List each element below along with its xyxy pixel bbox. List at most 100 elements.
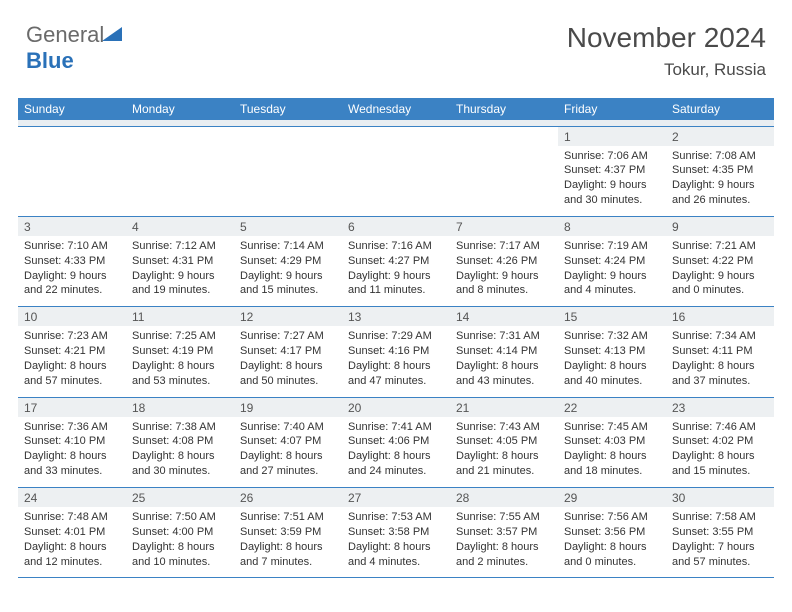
calendar-week-row: 24Sunrise: 7:48 AMSunset: 4:01 PMDayligh… bbox=[18, 488, 774, 578]
calendar-table: Sunday Monday Tuesday Wednesday Thursday… bbox=[18, 98, 774, 578]
calendar-cell: 21Sunrise: 7:43 AMSunset: 4:05 PMDayligh… bbox=[450, 397, 558, 487]
day-info: Sunrise: 7:31 AMSunset: 4:14 PMDaylight:… bbox=[450, 326, 558, 396]
day-info: Sunrise: 7:17 AMSunset: 4:26 PMDaylight:… bbox=[450, 236, 558, 306]
day-info: Sunrise: 7:25 AMSunset: 4:19 PMDaylight:… bbox=[126, 326, 234, 396]
day-info: Sunrise: 7:55 AMSunset: 3:57 PMDaylight:… bbox=[450, 507, 558, 577]
calendar-cell: 11Sunrise: 7:25 AMSunset: 4:19 PMDayligh… bbox=[126, 307, 234, 397]
day-number: 9 bbox=[666, 217, 774, 236]
brand-logo: General Blue bbox=[26, 22, 122, 74]
weekday-header: Sunday bbox=[18, 98, 126, 120]
day-number: 20 bbox=[342, 398, 450, 417]
day-number: 25 bbox=[126, 488, 234, 507]
calendar-body: 1Sunrise: 7:06 AMSunset: 4:37 PMDaylight… bbox=[18, 120, 774, 578]
calendar-cell: 27Sunrise: 7:53 AMSunset: 3:58 PMDayligh… bbox=[342, 488, 450, 578]
calendar-cell: 23Sunrise: 7:46 AMSunset: 4:02 PMDayligh… bbox=[666, 397, 774, 487]
day-info: Sunrise: 7:29 AMSunset: 4:16 PMDaylight:… bbox=[342, 326, 450, 396]
page-title: November 2024 bbox=[567, 22, 766, 54]
calendar-cell: 9Sunrise: 7:21 AMSunset: 4:22 PMDaylight… bbox=[666, 216, 774, 306]
calendar-week-row: 1Sunrise: 7:06 AMSunset: 4:37 PMDaylight… bbox=[18, 126, 774, 216]
calendar-cell: 24Sunrise: 7:48 AMSunset: 4:01 PMDayligh… bbox=[18, 488, 126, 578]
day-info: Sunrise: 7:34 AMSunset: 4:11 PMDaylight:… bbox=[666, 326, 774, 396]
calendar-cell: 25Sunrise: 7:50 AMSunset: 4:00 PMDayligh… bbox=[126, 488, 234, 578]
day-info: Sunrise: 7:56 AMSunset: 3:56 PMDaylight:… bbox=[558, 507, 666, 577]
weekday-header: Tuesday bbox=[234, 98, 342, 120]
day-number: 6 bbox=[342, 217, 450, 236]
day-number: 10 bbox=[18, 307, 126, 326]
calendar-cell: 19Sunrise: 7:40 AMSunset: 4:07 PMDayligh… bbox=[234, 397, 342, 487]
day-info: Sunrise: 7:51 AMSunset: 3:59 PMDaylight:… bbox=[234, 507, 342, 577]
day-info: Sunrise: 7:38 AMSunset: 4:08 PMDaylight:… bbox=[126, 417, 234, 487]
day-info: Sunrise: 7:23 AMSunset: 4:21 PMDaylight:… bbox=[18, 326, 126, 396]
day-number: 19 bbox=[234, 398, 342, 417]
calendar-cell: 26Sunrise: 7:51 AMSunset: 3:59 PMDayligh… bbox=[234, 488, 342, 578]
calendar-cell bbox=[126, 126, 234, 216]
day-number: 13 bbox=[342, 307, 450, 326]
calendar-cell: 4Sunrise: 7:12 AMSunset: 4:31 PMDaylight… bbox=[126, 216, 234, 306]
day-number: 5 bbox=[234, 217, 342, 236]
calendar-cell bbox=[450, 126, 558, 216]
weekday-header: Wednesday bbox=[342, 98, 450, 120]
location-label: Tokur, Russia bbox=[664, 60, 766, 80]
calendar-cell: 14Sunrise: 7:31 AMSunset: 4:14 PMDayligh… bbox=[450, 307, 558, 397]
day-info: Sunrise: 7:27 AMSunset: 4:17 PMDaylight:… bbox=[234, 326, 342, 396]
day-number: 11 bbox=[126, 307, 234, 326]
calendar-cell: 5Sunrise: 7:14 AMSunset: 4:29 PMDaylight… bbox=[234, 216, 342, 306]
calendar-cell: 6Sunrise: 7:16 AMSunset: 4:27 PMDaylight… bbox=[342, 216, 450, 306]
day-info: Sunrise: 7:16 AMSunset: 4:27 PMDaylight:… bbox=[342, 236, 450, 306]
day-number: 3 bbox=[18, 217, 126, 236]
day-info: Sunrise: 7:48 AMSunset: 4:01 PMDaylight:… bbox=[18, 507, 126, 577]
brand-right: Blue bbox=[26, 48, 74, 73]
day-number: 21 bbox=[450, 398, 558, 417]
day-number: 29 bbox=[558, 488, 666, 507]
day-info: Sunrise: 7:50 AMSunset: 4:00 PMDaylight:… bbox=[126, 507, 234, 577]
calendar-cell: 30Sunrise: 7:58 AMSunset: 3:55 PMDayligh… bbox=[666, 488, 774, 578]
day-info: Sunrise: 7:14 AMSunset: 4:29 PMDaylight:… bbox=[234, 236, 342, 306]
calendar-cell: 10Sunrise: 7:23 AMSunset: 4:21 PMDayligh… bbox=[18, 307, 126, 397]
day-number: 15 bbox=[558, 307, 666, 326]
day-info: Sunrise: 7:41 AMSunset: 4:06 PMDaylight:… bbox=[342, 417, 450, 487]
calendar-cell bbox=[342, 126, 450, 216]
day-info: Sunrise: 7:45 AMSunset: 4:03 PMDaylight:… bbox=[558, 417, 666, 487]
calendar-cell: 7Sunrise: 7:17 AMSunset: 4:26 PMDaylight… bbox=[450, 216, 558, 306]
calendar-week-row: 17Sunrise: 7:36 AMSunset: 4:10 PMDayligh… bbox=[18, 397, 774, 487]
day-info: Sunrise: 7:21 AMSunset: 4:22 PMDaylight:… bbox=[666, 236, 774, 306]
calendar-cell: 20Sunrise: 7:41 AMSunset: 4:06 PMDayligh… bbox=[342, 397, 450, 487]
day-info: Sunrise: 7:46 AMSunset: 4:02 PMDaylight:… bbox=[666, 417, 774, 487]
day-info: Sunrise: 7:53 AMSunset: 3:58 PMDaylight:… bbox=[342, 507, 450, 577]
calendar-cell: 1Sunrise: 7:06 AMSunset: 4:37 PMDaylight… bbox=[558, 126, 666, 216]
day-info: Sunrise: 7:32 AMSunset: 4:13 PMDaylight:… bbox=[558, 326, 666, 396]
brand-left: General bbox=[26, 22, 104, 47]
calendar-cell bbox=[18, 126, 126, 216]
weekday-header: Friday bbox=[558, 98, 666, 120]
weekday-header: Thursday bbox=[450, 98, 558, 120]
day-number: 16 bbox=[666, 307, 774, 326]
day-number: 26 bbox=[234, 488, 342, 507]
weekday-header: Saturday bbox=[666, 98, 774, 120]
day-number: 18 bbox=[126, 398, 234, 417]
day-info: Sunrise: 7:10 AMSunset: 4:33 PMDaylight:… bbox=[18, 236, 126, 306]
day-number: 23 bbox=[666, 398, 774, 417]
calendar-cell bbox=[234, 126, 342, 216]
day-number: 1 bbox=[558, 127, 666, 146]
brand-triangle-icon bbox=[102, 25, 122, 43]
day-number: 22 bbox=[558, 398, 666, 417]
calendar-cell: 22Sunrise: 7:45 AMSunset: 4:03 PMDayligh… bbox=[558, 397, 666, 487]
calendar-cell: 17Sunrise: 7:36 AMSunset: 4:10 PMDayligh… bbox=[18, 397, 126, 487]
weekday-header-row: Sunday Monday Tuesday Wednesday Thursday… bbox=[18, 98, 774, 120]
calendar-week-row: 3Sunrise: 7:10 AMSunset: 4:33 PMDaylight… bbox=[18, 216, 774, 306]
day-info: Sunrise: 7:40 AMSunset: 4:07 PMDaylight:… bbox=[234, 417, 342, 487]
day-info: Sunrise: 7:19 AMSunset: 4:24 PMDaylight:… bbox=[558, 236, 666, 306]
day-number: 2 bbox=[666, 127, 774, 146]
day-number: 7 bbox=[450, 217, 558, 236]
calendar-cell: 29Sunrise: 7:56 AMSunset: 3:56 PMDayligh… bbox=[558, 488, 666, 578]
calendar-cell: 16Sunrise: 7:34 AMSunset: 4:11 PMDayligh… bbox=[666, 307, 774, 397]
day-number: 28 bbox=[450, 488, 558, 507]
day-number: 14 bbox=[450, 307, 558, 326]
calendar-cell: 15Sunrise: 7:32 AMSunset: 4:13 PMDayligh… bbox=[558, 307, 666, 397]
day-number: 17 bbox=[18, 398, 126, 417]
day-number: 12 bbox=[234, 307, 342, 326]
day-number: 30 bbox=[666, 488, 774, 507]
day-info: Sunrise: 7:06 AMSunset: 4:37 PMDaylight:… bbox=[558, 146, 666, 216]
calendar-cell: 13Sunrise: 7:29 AMSunset: 4:16 PMDayligh… bbox=[342, 307, 450, 397]
day-number: 24 bbox=[18, 488, 126, 507]
